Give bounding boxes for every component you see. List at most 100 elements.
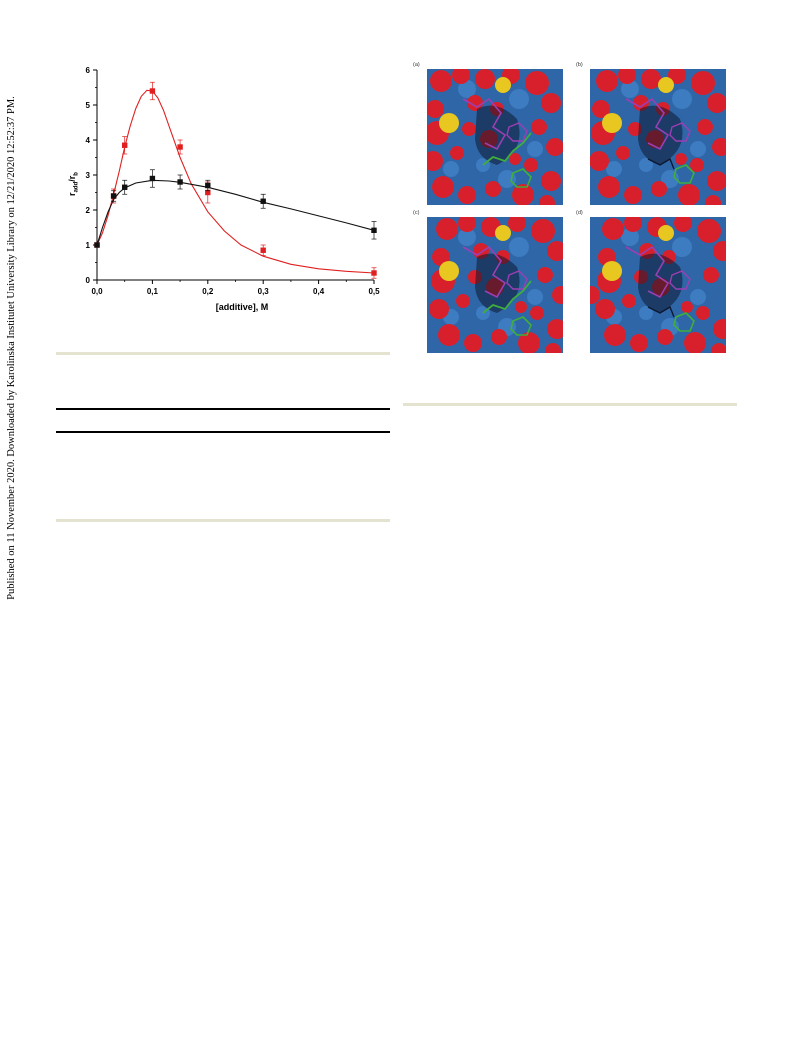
binding-pocket	[638, 253, 683, 313]
x-axis-label: [additive], M	[216, 302, 269, 312]
docking-figure: (a) (b) (c) (d)	[413, 62, 731, 354]
oxygen-atom	[456, 294, 470, 308]
ligand-green-ring	[510, 168, 532, 188]
sulfur-atom	[602, 261, 622, 281]
oxygen-atom	[547, 241, 563, 261]
oxygen-atom	[475, 69, 495, 89]
ligand-purple-ring	[506, 270, 528, 290]
x-tick-label: 0,2	[202, 287, 214, 296]
oxygen-atom	[432, 176, 454, 198]
oxygen-atom	[429, 299, 449, 319]
chart-tick-labels: 0,0 0,1 0,2 0,3 0,4 0,5 0 1 2 3 4 5 6	[86, 66, 381, 296]
oxygen-atom	[696, 306, 710, 320]
data-point-2	[177, 179, 183, 185]
surface-bump	[458, 228, 476, 246]
oxygen-atom	[618, 69, 636, 84]
surface-bump	[621, 228, 639, 246]
oxygen-atom	[518, 332, 540, 353]
oxygen-atom	[678, 184, 700, 205]
ligand-dark	[647, 305, 675, 318]
chart-axes	[93, 69, 375, 284]
oxygen-atom	[430, 70, 452, 92]
oxygen-atom	[641, 69, 661, 89]
oxygen-atom	[485, 181, 501, 197]
oxygen-atom	[598, 176, 620, 198]
oxygen-atom	[616, 146, 630, 160]
oxygen-atom	[713, 241, 726, 261]
oxygen-atom	[681, 301, 693, 313]
protein-surface-image	[590, 217, 726, 353]
x-tick-label: 0,4	[313, 287, 325, 296]
y-tick-label: 2	[86, 206, 91, 215]
oxygen-atom	[624, 217, 642, 232]
oxygen-atom	[464, 334, 482, 352]
binding-pocket	[638, 105, 683, 165]
docking-panel-a: (a)	[413, 62, 565, 206]
oxygen-atom	[705, 195, 721, 205]
y-tick-label: 1	[86, 241, 91, 250]
surface-bump	[690, 141, 706, 157]
oxygen-atom	[462, 122, 476, 136]
oxygen-atom	[458, 186, 476, 204]
oxygen-atom	[512, 184, 534, 205]
oxygen-atom	[537, 267, 553, 283]
docking-panel-d: (d)	[576, 210, 728, 354]
oxygen-atom	[684, 332, 706, 353]
oxygen-atom	[596, 70, 618, 92]
fit-curve-2	[96, 179, 375, 246]
panel-label: (c)	[413, 210, 420, 216]
oxygen-atom	[530, 306, 544, 320]
oxygen-atom	[509, 153, 521, 165]
surface-bump	[639, 306, 653, 320]
data-point-2	[149, 175, 156, 182]
x-tick-label: 0,1	[147, 287, 159, 296]
sulfur-atom	[658, 225, 674, 241]
surface-bump	[672, 237, 692, 257]
protein-surface-image	[427, 69, 563, 205]
x-tick-label: 0,0	[91, 287, 103, 296]
oxygen-atom	[436, 218, 458, 240]
y-tick-label: 6	[86, 66, 91, 75]
oxygen-atom	[552, 286, 563, 304]
ligand-purple	[625, 245, 670, 299]
data-point-1	[205, 189, 211, 196]
data-point-1	[177, 144, 183, 150]
oxygen-atom	[491, 329, 507, 345]
binding-pocket	[475, 105, 520, 165]
oxygen-atom	[703, 267, 719, 283]
oxygen-atom	[590, 151, 609, 171]
oxygen-atom	[525, 71, 549, 95]
oxygen-atom	[592, 100, 610, 118]
docking-panel-c: (c)	[413, 210, 565, 354]
data-point-2	[205, 182, 211, 189]
surface-bump	[690, 289, 706, 305]
sulfur-atom	[439, 261, 459, 281]
oxygen-atom	[690, 158, 704, 172]
y-tick-label: 5	[86, 101, 91, 110]
table-top-rule	[56, 408, 390, 410]
protein-surface-image	[427, 217, 563, 353]
ligand-purple-ring	[669, 270, 691, 290]
oxygen-atom	[438, 324, 460, 346]
surface-bump	[527, 289, 543, 305]
data-point-2	[94, 242, 100, 248]
oxygen-atom	[432, 248, 450, 266]
sulfur-atom	[439, 113, 459, 133]
oxygen-atom	[590, 286, 600, 304]
ligand-green-ring	[673, 164, 695, 184]
data-point-2	[110, 193, 117, 199]
surface-bump	[509, 89, 529, 109]
oxygen-atom	[691, 71, 715, 95]
surface-bump	[606, 161, 622, 177]
data-point-1	[149, 88, 156, 94]
y-tick-label: 3	[86, 171, 91, 180]
y-axis-label: radd/rb	[67, 172, 80, 196]
oxygen-atom	[546, 138, 563, 156]
oxygen-atom	[547, 319, 563, 339]
oxygen-atom	[624, 186, 642, 204]
oxygen-atom	[595, 299, 615, 319]
oxygen-atom	[622, 294, 636, 308]
oxygen-atom	[657, 329, 673, 345]
panel-label: (a)	[413, 62, 420, 68]
